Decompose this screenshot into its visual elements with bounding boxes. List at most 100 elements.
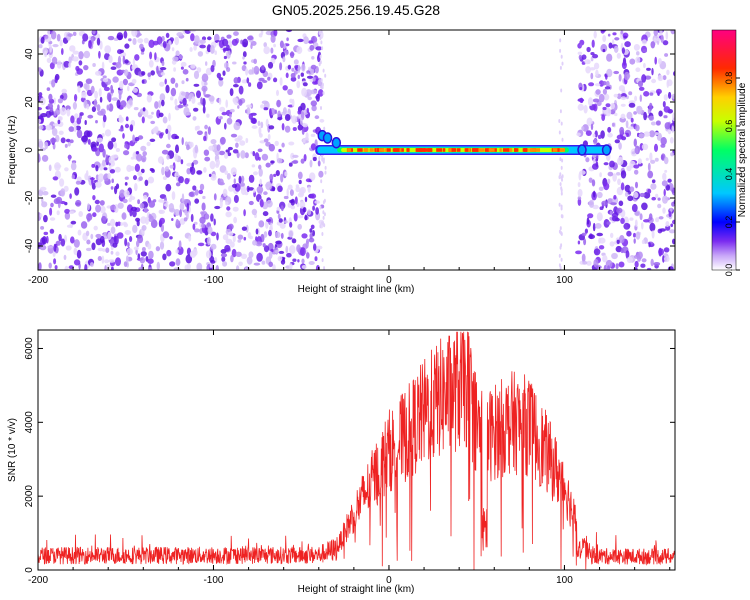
heatmap-noise-cell bbox=[258, 168, 263, 177]
heatmap-noise-cell bbox=[621, 47, 626, 54]
heatmap-noise-cell bbox=[230, 133, 238, 138]
heatmap-ylabel: Frequency (Hz) bbox=[7, 116, 18, 185]
heatmap-noise-cell bbox=[296, 80, 301, 89]
heatmap-noise-cell bbox=[559, 65, 562, 70]
heatmap-noise-cell bbox=[238, 99, 243, 106]
heatmap-noise-cell bbox=[129, 124, 134, 132]
heatmap-noise-cell bbox=[240, 253, 248, 259]
heatmap-noise-cell bbox=[609, 160, 615, 168]
heatmap-noise-cell bbox=[268, 143, 275, 152]
colorbar-tick-label: 0.6 bbox=[724, 120, 734, 133]
heatmap-noise-cell bbox=[85, 170, 89, 177]
heatmap-noise-cell bbox=[227, 152, 232, 157]
heatmap-noise-cell bbox=[134, 136, 140, 142]
heatmap-noise-cell bbox=[663, 156, 669, 165]
heatmap-noise-cell bbox=[241, 65, 247, 72]
heatmap-noise-cell bbox=[650, 183, 657, 190]
heatmap-noise-cell bbox=[647, 170, 654, 179]
heatmap-noise-cell bbox=[670, 152, 674, 157]
heatmap-noise-cell bbox=[140, 251, 147, 257]
heatmap-noise-cell bbox=[60, 137, 66, 144]
heatmap-noise-cell bbox=[296, 202, 300, 208]
heatmap-noise-cell bbox=[118, 92, 122, 100]
heatmap-noise-cell bbox=[639, 213, 643, 221]
heatmap-noise-cell bbox=[251, 208, 258, 216]
heatmap-noise-cell bbox=[74, 187, 80, 196]
heatmap-noise-cell bbox=[218, 77, 224, 81]
heatmap-noise-cell bbox=[141, 225, 147, 231]
heatmap-noise-cell bbox=[210, 139, 217, 145]
heatmap-noise-cell bbox=[177, 246, 184, 256]
heatmap-noise-cell bbox=[263, 191, 268, 196]
heatmap-noise-cell bbox=[189, 30, 197, 33]
heatmap-noise-cell bbox=[110, 66, 117, 70]
heatmap-noise-cell bbox=[671, 125, 675, 134]
heatmap-noise-cell bbox=[218, 78, 224, 87]
heatmap-noise-cell bbox=[633, 138, 637, 147]
heatmap-noise-cell bbox=[581, 126, 585, 131]
heatmap-noise-cell bbox=[174, 153, 179, 162]
heatmap-noise-cell bbox=[639, 94, 642, 102]
heatmap-noise-cell bbox=[559, 182, 562, 187]
heatmap-noise-cell bbox=[133, 107, 139, 111]
signal-peak-cell bbox=[488, 148, 495, 152]
heatmap-noise-cell bbox=[649, 152, 653, 161]
heatmap-noise-cell bbox=[79, 112, 84, 116]
heatmap-noise-cell bbox=[91, 176, 94, 186]
heatmap-noise-cell bbox=[305, 240, 309, 249]
heatmap-noise-cell bbox=[634, 95, 638, 102]
heatmap-noise-cell bbox=[658, 248, 664, 256]
heatmap-noise-cell bbox=[665, 184, 670, 191]
heatmap-noise-cell bbox=[613, 70, 620, 75]
heatmap-noise-cell bbox=[196, 125, 200, 130]
heatmap-noise-cell bbox=[50, 30, 57, 40]
heatmap-noise-cell bbox=[141, 79, 145, 84]
heatmap-noise-cell bbox=[143, 37, 149, 44]
heatmap-noise-cell bbox=[175, 218, 179, 226]
heatmap-noise-cell bbox=[290, 198, 295, 206]
heatmap-noise-cell bbox=[601, 114, 606, 121]
heatmap-noise-cell bbox=[105, 154, 109, 163]
heatmap-noise-cell bbox=[666, 79, 670, 88]
heatmap-noise-cell bbox=[662, 207, 666, 214]
heatmap-noise-cell bbox=[189, 47, 193, 52]
heatmap-noise-cell bbox=[663, 115, 668, 119]
heatmap-noise-cell bbox=[616, 52, 621, 59]
heatmap-noise-cell bbox=[592, 98, 600, 103]
heatmap-noise-cell bbox=[147, 72, 152, 77]
heatmap-noise-cell bbox=[292, 154, 299, 158]
heatmap-noise-cell bbox=[124, 43, 130, 49]
heatmap-noise-cell bbox=[40, 97, 46, 106]
heatmap-noise-cell bbox=[270, 248, 274, 253]
heatmap-noise-cell bbox=[132, 38, 137, 45]
heatmap-noise-cell bbox=[301, 233, 308, 239]
heatmap-noise-cell bbox=[289, 230, 293, 238]
heatmap-noise-cell bbox=[310, 89, 318, 95]
heatmap-noise-cell bbox=[224, 62, 229, 69]
heatmap-noise-cell bbox=[611, 215, 619, 222]
heatmap-noise-cell bbox=[614, 37, 620, 41]
heatmap-noise-cell bbox=[270, 34, 276, 43]
heatmap-noise-cell bbox=[660, 137, 667, 146]
heatmap-noise-cell bbox=[220, 136, 226, 145]
heatmap-noise-cell bbox=[605, 74, 608, 80]
signal-peak-cell bbox=[499, 148, 502, 152]
heatmap-noise-cell bbox=[671, 93, 675, 100]
heatmap-noise-cell bbox=[646, 67, 651, 71]
heatmap-noise-cell bbox=[234, 137, 241, 142]
heatmap-noise-cell bbox=[296, 244, 301, 253]
heatmap-noise-cell bbox=[646, 267, 652, 270]
heatmap-noise-cell bbox=[608, 42, 613, 49]
heatmap-noise-cell bbox=[312, 80, 319, 85]
heatmap-noise-cell bbox=[648, 115, 655, 121]
heatmap-noise-cell bbox=[95, 70, 102, 76]
heatmap-noise-cell bbox=[170, 77, 176, 84]
heatmap-noise-cell bbox=[590, 56, 594, 62]
heatmap-noise-cell bbox=[616, 134, 624, 140]
heatmap-noise-cell bbox=[84, 120, 87, 125]
heatmap-noise-cell bbox=[289, 221, 293, 228]
heatmap-noise-cell bbox=[191, 96, 196, 104]
heatmap-noise-cell bbox=[72, 31, 77, 36]
heatmap-noise-cell bbox=[276, 89, 279, 96]
heatmap-noise-cell bbox=[233, 31, 239, 36]
